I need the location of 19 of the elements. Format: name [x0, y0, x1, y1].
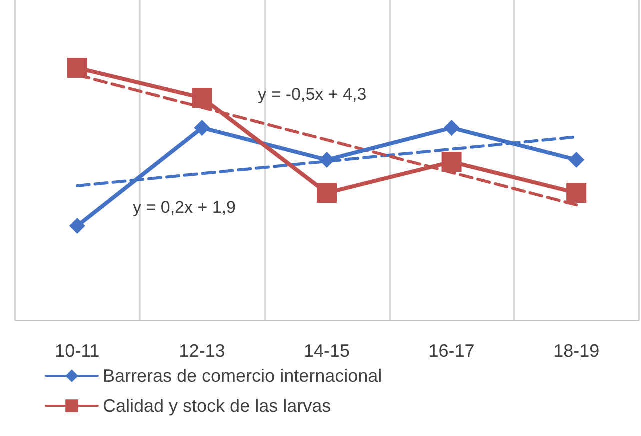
- point: [568, 152, 585, 168]
- annotation: y = 0,2x + 1,9: [133, 198, 236, 217]
- x-tick-label: 10-11: [55, 341, 100, 361]
- point: [317, 183, 337, 204]
- x-tick-label: 14-15: [304, 341, 350, 361]
- x-tick-label: 16-17: [428, 341, 475, 361]
- legend-label: Barreras de comercio internacional: [103, 366, 382, 386]
- legend-label: Calidad y stock de las larvas: [103, 396, 332, 416]
- x-tick-label: 12-13: [179, 341, 226, 361]
- annotation: y = -0,5x + 4,3: [258, 85, 367, 104]
- point: [319, 152, 335, 168]
- point: [69, 218, 86, 234]
- point: [442, 152, 462, 172]
- point: [194, 120, 210, 136]
- point: [444, 120, 460, 136]
- point: [192, 88, 212, 108]
- point: [566, 183, 587, 204]
- x-tick-label: 18-19: [554, 341, 600, 361]
- point: [67, 58, 88, 78]
